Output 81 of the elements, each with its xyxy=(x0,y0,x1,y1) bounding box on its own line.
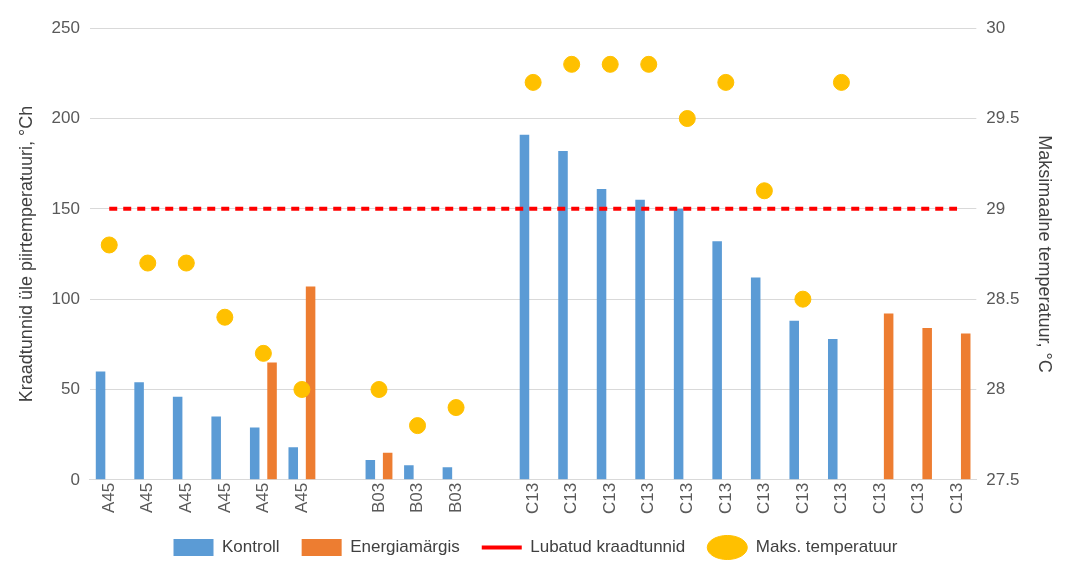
x-tick-label: C13 xyxy=(831,482,851,514)
x-tick-label: B03 xyxy=(445,482,465,514)
y-tick-label: 50 xyxy=(61,379,80,399)
bar xyxy=(404,465,414,480)
point xyxy=(640,55,658,73)
y2-tick-label: 29 xyxy=(986,198,1006,218)
bar xyxy=(249,427,260,480)
point xyxy=(139,254,157,272)
legend-label: Maks. temperatuur xyxy=(755,537,898,557)
y-tick-label: 0 xyxy=(70,469,80,489)
x-tick-label: A45 xyxy=(175,482,195,514)
point xyxy=(100,236,118,254)
bar xyxy=(519,134,530,480)
bar xyxy=(750,277,761,480)
legend-label: Kontroll xyxy=(222,537,280,557)
x-tick-label: A45 xyxy=(98,482,118,514)
bar xyxy=(267,362,277,480)
y2-axis-title: Maksimaalne temperatuur, °C xyxy=(1035,135,1056,373)
bar xyxy=(673,208,684,480)
bar xyxy=(382,452,393,480)
bar xyxy=(211,416,221,480)
point xyxy=(216,308,234,326)
y-tick-label: 250 xyxy=(51,17,80,37)
point xyxy=(409,417,427,435)
y2-tick-label: 27.5 xyxy=(986,469,1020,489)
x-tick-label: C13 xyxy=(754,482,774,514)
x-tick-label: A45 xyxy=(291,482,311,514)
point xyxy=(254,344,272,362)
y2-tick-label: 28.5 xyxy=(986,288,1020,308)
y-tick-label: 150 xyxy=(51,198,80,218)
point xyxy=(678,110,696,128)
x-tick-label: C13 xyxy=(638,482,658,514)
bar xyxy=(442,467,453,480)
x-tick-label: B03 xyxy=(368,482,388,514)
bar xyxy=(596,188,607,480)
x-tick-label: A45 xyxy=(253,482,273,514)
x-tick-label: C13 xyxy=(522,482,542,514)
x-tick-label: C13 xyxy=(599,482,619,514)
bar xyxy=(712,241,722,480)
bar xyxy=(172,396,183,480)
x-tick-label: C13 xyxy=(946,482,966,514)
y-axis-title: Kraadtunnid üle piirtemperatuuri, °Ch xyxy=(15,105,36,403)
bar xyxy=(558,151,568,480)
y-tick-label: 200 xyxy=(51,108,80,128)
point xyxy=(717,73,735,91)
point xyxy=(794,290,812,308)
legend-label: Energiamärgis xyxy=(350,537,460,557)
bar xyxy=(922,328,932,480)
point xyxy=(447,399,465,417)
bar xyxy=(134,382,144,480)
x-tick-label: C13 xyxy=(676,482,696,514)
bar xyxy=(827,338,838,480)
x-tick-label: A45 xyxy=(137,482,157,514)
x-tick-label: B03 xyxy=(407,482,427,514)
x-tick-label: C13 xyxy=(792,482,812,514)
point xyxy=(601,55,619,73)
x-tick-label: C13 xyxy=(715,482,735,514)
y2-tick-label: 28 xyxy=(986,379,1006,399)
x-tick-label: C13 xyxy=(561,482,581,514)
point xyxy=(293,380,311,398)
y2-tick-label: 30 xyxy=(986,17,1006,37)
legend-label: Lubatud kraadtunnid xyxy=(530,537,686,557)
point xyxy=(563,55,581,73)
point xyxy=(755,182,773,200)
bar xyxy=(635,199,645,480)
point xyxy=(832,73,850,91)
point xyxy=(177,254,195,272)
bar xyxy=(960,333,971,480)
x-tick-label: A45 xyxy=(214,482,234,514)
bar xyxy=(305,286,316,480)
x-tick-label: C13 xyxy=(869,482,889,514)
bar xyxy=(365,459,376,480)
bar xyxy=(883,313,894,480)
y-tick-label: 100 xyxy=(51,288,80,308)
bar xyxy=(288,447,299,480)
x-tick-label: C13 xyxy=(908,482,928,514)
point xyxy=(524,73,542,91)
bar xyxy=(789,320,799,480)
y2-tick-label: 29.5 xyxy=(986,108,1020,128)
point xyxy=(370,380,388,398)
bar xyxy=(95,371,106,480)
